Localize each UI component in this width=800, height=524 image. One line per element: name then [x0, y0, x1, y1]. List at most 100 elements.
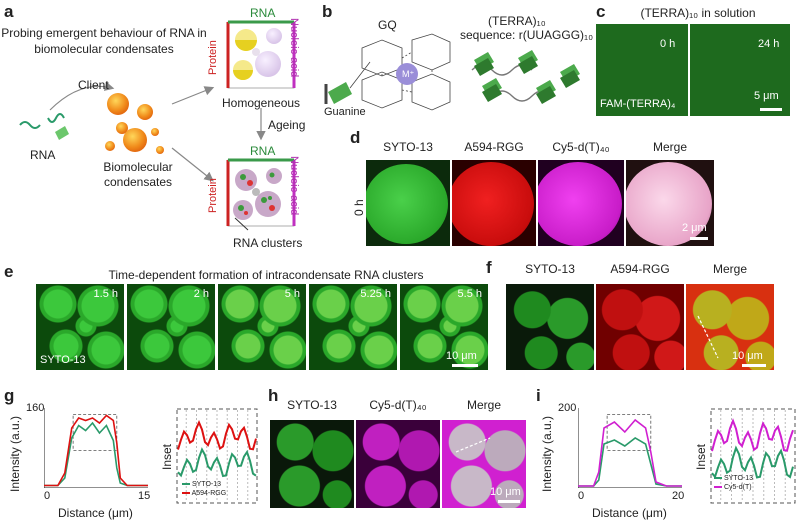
condensates-icon — [105, 93, 164, 154]
panel-c-scalebar — [760, 108, 782, 111]
panel-d-label: d — [350, 128, 361, 147]
panel-g-inset-chart — [176, 408, 258, 504]
box2-rna-label: RNA — [250, 144, 276, 158]
panel-d-cy5-image — [538, 160, 624, 246]
panel-f-header-0: SYTO-13 — [525, 262, 575, 276]
legend-g-1: A594-RGG — [191, 490, 227, 497]
panel-d-rgg-image — [452, 160, 536, 246]
panel-h-header-0: SYTO-13 — [287, 398, 337, 412]
panel-d-header-3: Merge — [652, 140, 687, 154]
panel-g-ylabel: Intensity (a.u.) — [8, 415, 22, 492]
panel-e-frame-0: 1.5 h — [36, 284, 124, 370]
panel-i-xmin: 0 — [578, 490, 585, 502]
box2-protein-label: Protein — [207, 178, 219, 213]
panel-c-scale: 5 μm — [754, 90, 779, 102]
inset-series-1 — [177, 419, 257, 451]
inset-region-box — [606, 414, 652, 451]
legend-i-0: SYTO-13 — [723, 475, 754, 482]
inset-series-0 — [177, 447, 257, 478]
metal-ion-icon — [396, 63, 418, 85]
panel-h-label: h — [268, 386, 279, 405]
panel-d-header-2: Cy5-d(T)₄₀ — [552, 140, 610, 154]
panel-h-scale: 10 μm — [490, 486, 521, 498]
panel-e-scalebar — [452, 364, 478, 367]
panel-f-header-2: Merge — [712, 262, 747, 276]
box1-rna-label: RNA — [250, 6, 276, 20]
panel-i-chart — [578, 408, 682, 488]
panel-d-time: 0 h — [352, 199, 366, 216]
panel-i-ymax: 200 — [558, 402, 577, 414]
panel-e-title: Time-dependent formation of intracondens… — [108, 268, 424, 282]
box2-nucleic-label: Nucleic acid — [288, 156, 300, 216]
panel-d-syto-image — [366, 160, 450, 246]
rna-molecule-icon — [19, 113, 69, 140]
panel-g-inset-label: Inset — [160, 443, 174, 470]
metal-ion-label: M⁺ — [402, 69, 415, 79]
condensates-label-line1: Biomolecular — [103, 160, 173, 174]
box1-protein-label: Protein — [207, 40, 219, 75]
panel-i-inset-label: Inset — [694, 443, 708, 470]
series-line-SYTO-13 — [578, 437, 682, 487]
panel-f-rgg-image — [596, 284, 684, 370]
panel-g-xmin: 0 — [44, 490, 51, 502]
panel-f-label: f — [486, 258, 492, 277]
panel-a-graphic — [19, 20, 296, 231]
panel-c-image-24h — [690, 24, 790, 116]
inset-frame — [710, 408, 796, 504]
axis-lines — [578, 408, 682, 488]
panel-f-syto-image — [506, 284, 594, 370]
panel-h-line-profile-marker — [455, 437, 491, 453]
series-line-SYTO-13 — [44, 421, 148, 487]
panel-e-time-0: 1.5 h — [93, 288, 118, 300]
panel-h-cy5-image — [356, 420, 440, 508]
terra-label: (TERRA)₁₀ — [488, 14, 546, 28]
panel-f-scale: 10 μm — [732, 350, 763, 362]
series-line-A594-RGG — [44, 414, 148, 487]
panel-g-chart — [44, 408, 148, 488]
panel-g-xmax: 15 — [138, 490, 151, 502]
panel-c-time-24h: 24 h — [758, 38, 780, 50]
panel-e-time-2: 5 h — [284, 288, 300, 300]
panel-e-frame-3: 5.25 h — [309, 284, 397, 370]
rna-clusters-label: RNA clusters — [233, 236, 303, 250]
panel-e-image-row: 1.5 h 2 h 5 h 5.25 h 5.5 h — [36, 284, 488, 370]
panel-e-frame-4: 5.5 h — [400, 284, 488, 370]
panel-h-header-1: Cy5-d(T)₄₀ — [369, 398, 427, 412]
panel-f-scalebar — [742, 364, 766, 367]
panel-e-time-4: 5.5 h — [457, 288, 482, 300]
panel-c-time-0h: 0 h — [660, 38, 676, 50]
panel-c-image-0h — [596, 24, 688, 116]
panel-i-xlabel: Distance (μm) — [592, 506, 667, 520]
panel-i-xmax: 20 — [672, 490, 685, 502]
inset-series-1 — [711, 418, 794, 452]
panel-e-label: e — [4, 262, 14, 281]
panel-h-header-2: Merge — [466, 398, 501, 412]
panel-c-title: (TERRA)₁₀ in solution — [640, 6, 756, 20]
panel-f-line-profile-marker — [697, 315, 719, 359]
box1-nucleic-label: Nucleic acid — [288, 18, 300, 78]
condensates-label-line2: condensates — [103, 175, 173, 189]
panel-i-legend: SYTO-13 Cy5-d(T) — [714, 474, 753, 492]
panel-e-time-3: 5.25 h — [360, 288, 391, 300]
panel-e-frame-2: 5 h — [218, 284, 306, 370]
panel-e-time-1: 2 h — [193, 288, 209, 300]
guanine-icon — [328, 82, 352, 104]
panel-e-frame-1: 2 h — [127, 284, 215, 370]
panel-a-label: a — [4, 2, 14, 21]
panel-g-label: g — [4, 386, 15, 405]
panel-d-header-1: A594-RGG — [464, 140, 524, 154]
panel-g-xlabel: Distance (μm) — [58, 506, 133, 520]
panel-g-legend: SYTO-13 A594-RGG — [182, 480, 226, 498]
panel-g-ymax: 160 — [26, 402, 45, 414]
legend-i-1: Cy5-d(T) — [723, 484, 752, 491]
panel-e-dye: SYTO-13 — [40, 354, 86, 366]
terra-sequence-label: sequence: r(UUAGGG)₁₀ — [460, 28, 594, 42]
legend-g-0: SYTO-13 — [191, 481, 222, 488]
panel-f-merge-image — [686, 284, 774, 370]
guanine-label: Guanine — [324, 106, 366, 118]
panel-a-title-line2: biomolecular condensates — [34, 42, 174, 56]
terra-strands-icon — [471, 50, 580, 104]
panel-h-scalebar — [498, 500, 520, 503]
inset-region-box — [72, 414, 118, 451]
panel-a-title-line1: Probing emergent behaviour of RNA in — [1, 26, 207, 40]
